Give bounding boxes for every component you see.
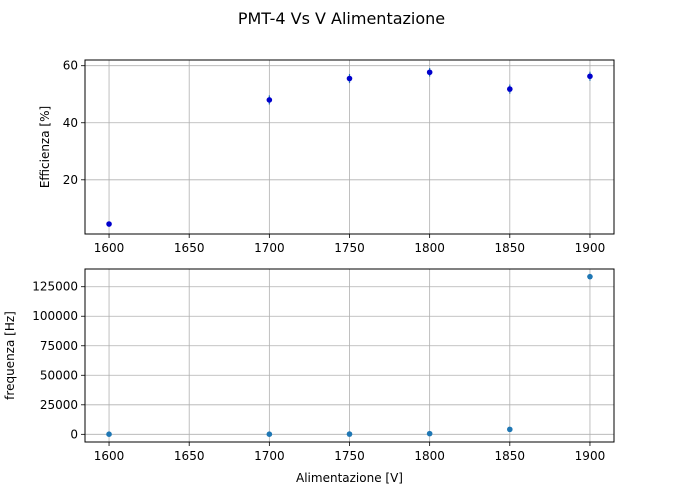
frequency-x-tick-label: 1850 [495, 449, 526, 463]
frequency-panel: 1600 1650 1700 1750 1800 1850 1900 0 25000 50000 7… [3, 268, 615, 485]
frequency-y-tick-label: 125000 [32, 280, 78, 294]
efficiency-y-axis-label: Efficienza [%] [38, 106, 52, 188]
efficiency-x-tick-label: 1600 [94, 241, 125, 255]
efficiency-x-tick-label: 1900 [575, 241, 606, 255]
frequency-data-point [266, 431, 273, 438]
frequency-y-tick-label: 25000 [40, 398, 78, 412]
frequency-y-tick-label: 0 [70, 427, 78, 441]
efficiency-y-tick-label: 60 [63, 59, 78, 73]
efficiency-data-point [266, 97, 273, 103]
efficiency-x-tick-label: 1650 [174, 241, 205, 255]
efficiency-data-point [587, 73, 593, 80]
frequency-x-tick-label: 1900 [575, 449, 606, 463]
frequency-data-point [507, 426, 513, 433]
efficiency-data-point [507, 86, 513, 92]
efficiency-y-tick-label: 40 [63, 116, 78, 130]
efficiency-x-tick-label: 1750 [334, 241, 365, 255]
efficiency-x-tick-label: 1800 [414, 241, 445, 255]
efficiency-data-point [346, 75, 353, 82]
frequency-y-tick-label: 75000 [40, 339, 78, 353]
efficiency-x-tick-label: 1700 [254, 241, 285, 255]
frequency-x-tick-label: 1750 [334, 449, 365, 463]
frequency-x-tick-label: 1700 [254, 449, 285, 463]
efficiency-y-tick-label: 20 [63, 173, 78, 187]
frequency-x-tick-label: 1600 [94, 449, 125, 463]
efficiency-x-tick-label: 1850 [495, 241, 526, 255]
frequency-y-tick-label: 100000 [32, 309, 78, 323]
frequency-y-tick-label: 50000 [40, 368, 78, 382]
frequency-data-point [587, 273, 593, 280]
frequency-y-axis-label: frequenza [Hz] [3, 311, 17, 400]
efficiency-panel: 1600 1650 1700 1750 1800 1850 1900 20 40 60 Effici… [38, 59, 615, 255]
efficiency-data-point [106, 221, 112, 227]
figure-title: PMT-4 Vs V Alimentazione [238, 9, 445, 28]
frequency-x-axis-label: Alimentazione [V] [296, 471, 403, 485]
frequency-data-point [346, 431, 353, 437]
frequency-x-tick-label: 1650 [174, 449, 205, 463]
frequency-data-point [426, 430, 433, 437]
frequency-data-point [106, 431, 112, 438]
frequency-x-tick-label: 1800 [414, 449, 445, 463]
efficiency-data-point [426, 69, 433, 76]
